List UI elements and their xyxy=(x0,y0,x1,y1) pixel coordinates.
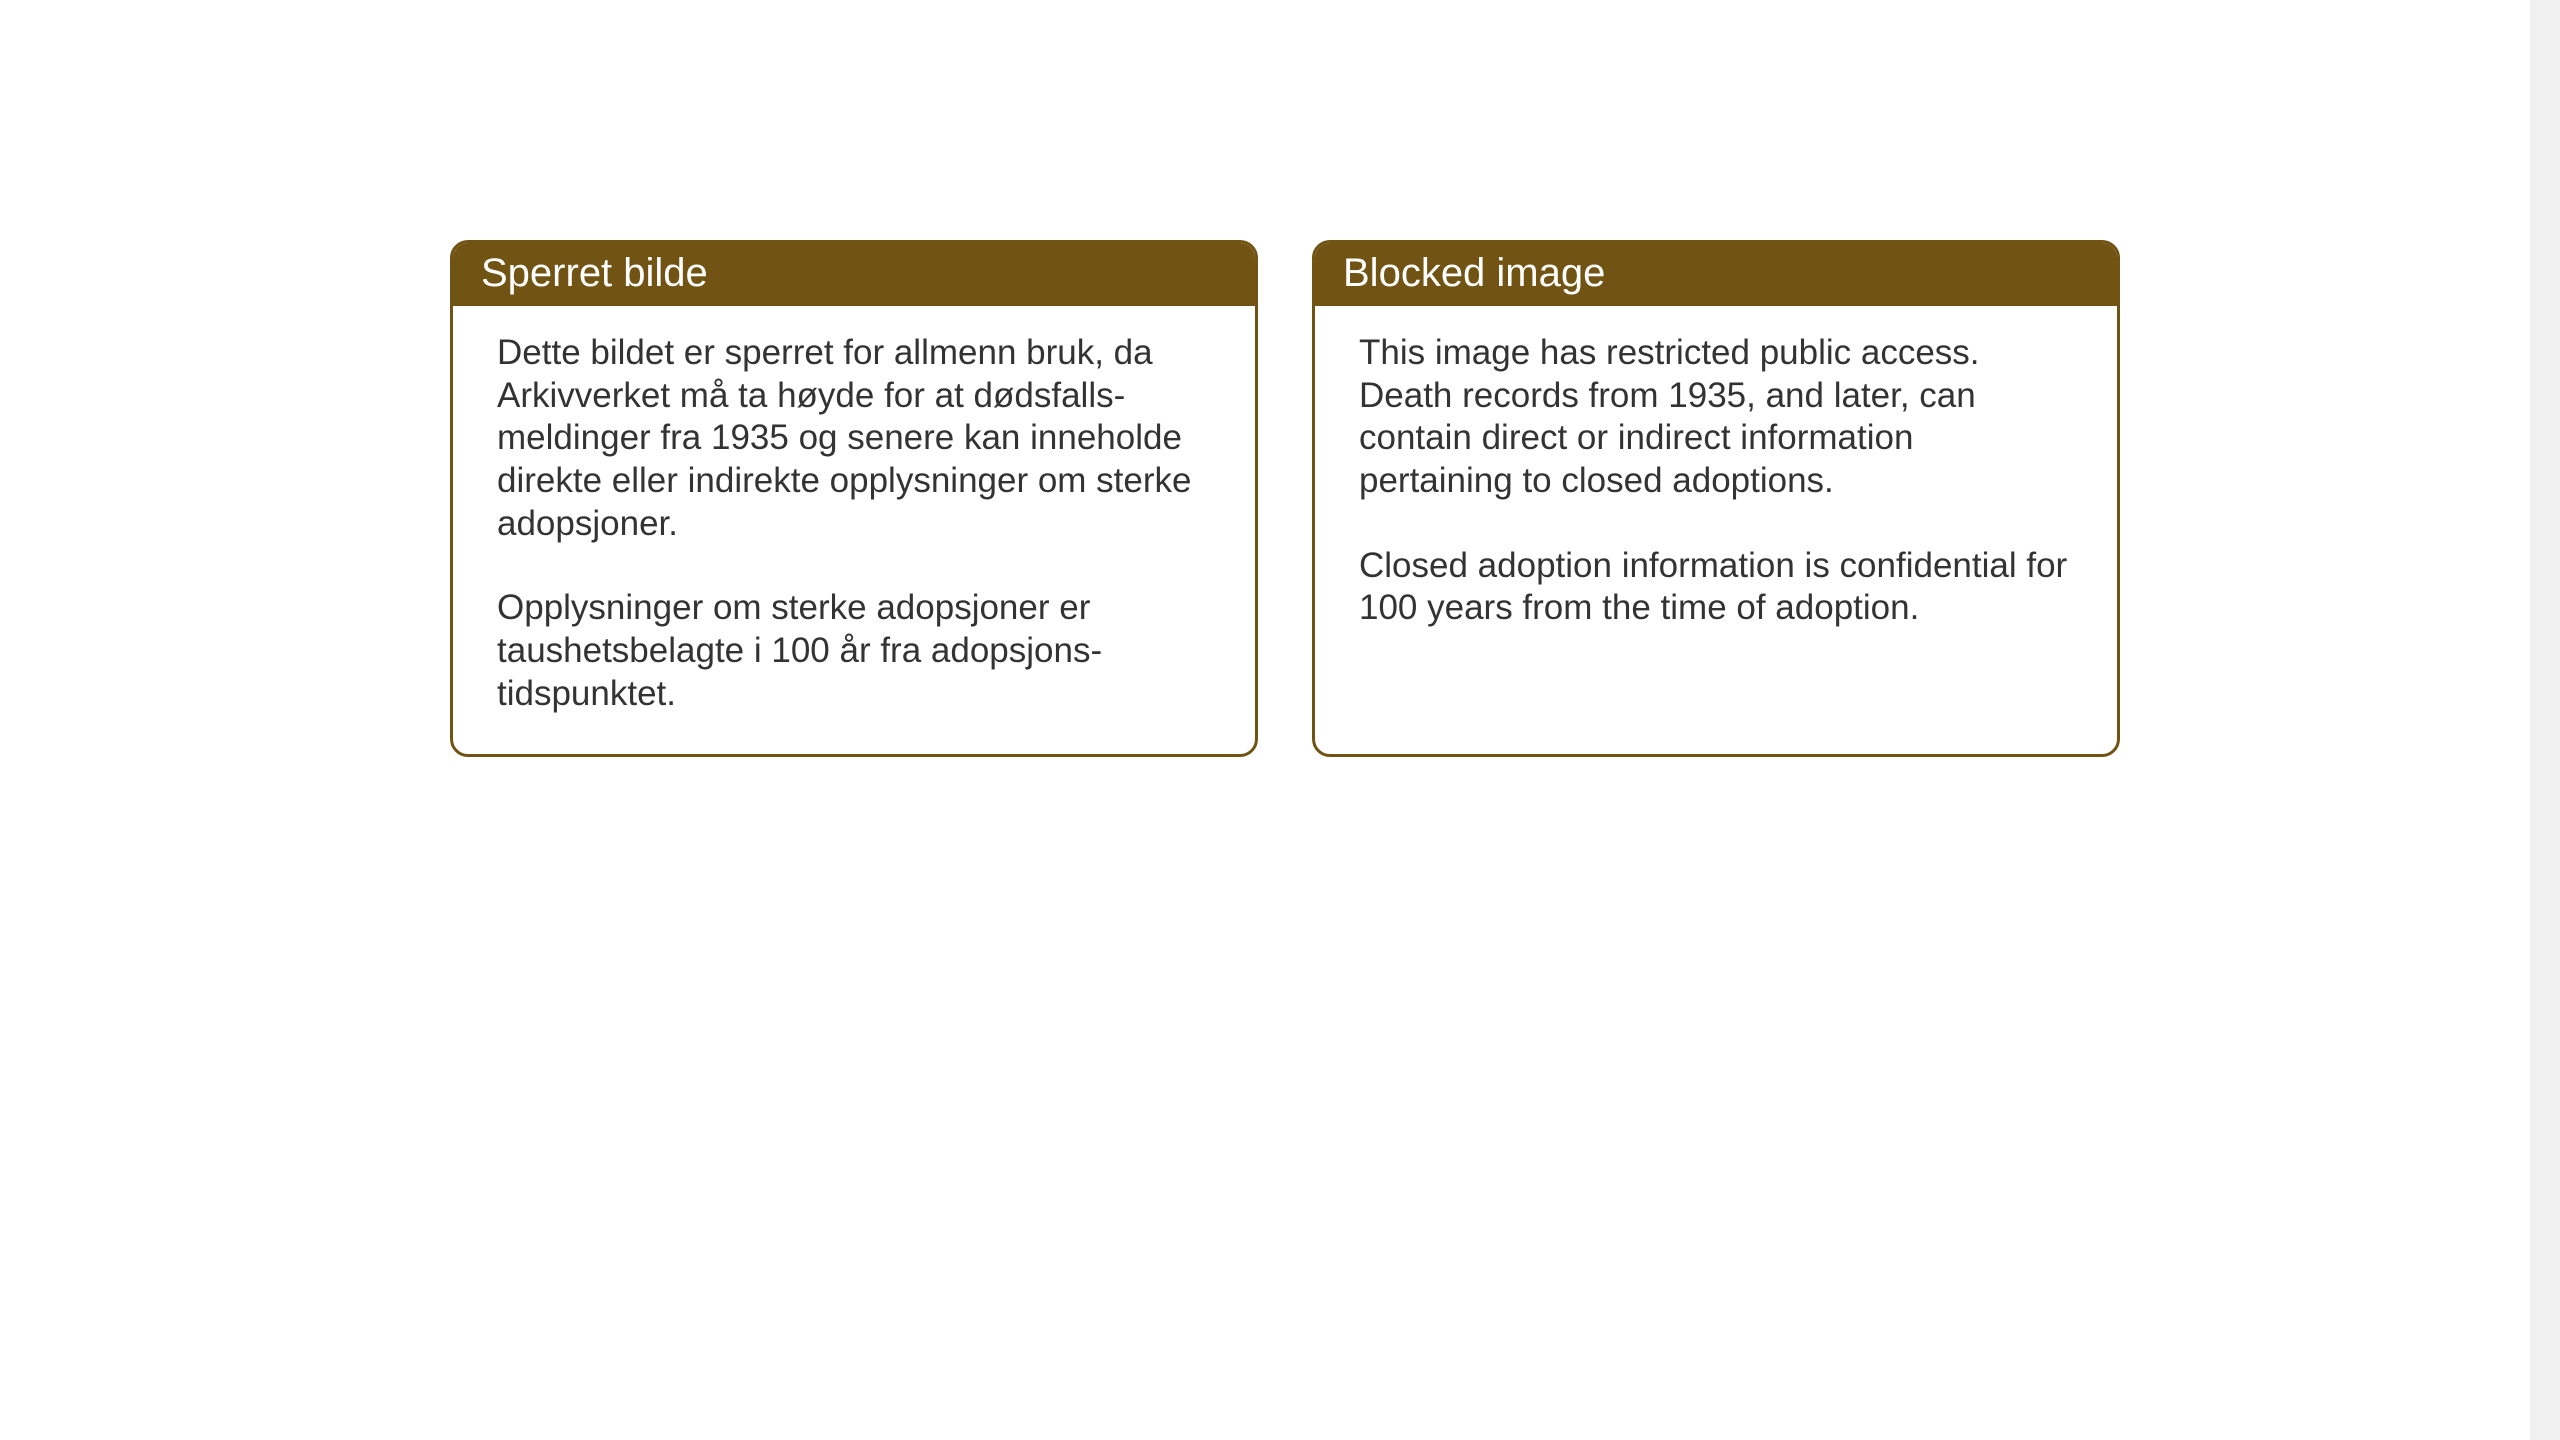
info-box-header-no: Sperret bilde xyxy=(453,243,1255,306)
scrollbar-track[interactable] xyxy=(2530,0,2560,1440)
info-paragraph-1-no: Dette bildet er sperret for allmenn bruk… xyxy=(497,332,1211,545)
info-box-title-no: Sperret bilde xyxy=(481,251,708,295)
info-boxes-container: Sperret bilde Dette bildet er sperret fo… xyxy=(0,0,2560,757)
info-box-english: Blocked image This image has restricted … xyxy=(1312,240,2120,757)
info-box-header-en: Blocked image xyxy=(1315,243,2117,306)
info-paragraph-2-no: Opplysninger om sterke adopsjoner er tau… xyxy=(497,587,1211,715)
info-box-norwegian: Sperret bilde Dette bildet er sperret fo… xyxy=(450,240,1258,757)
info-paragraph-1-en: This image has restricted public access.… xyxy=(1359,332,2073,503)
info-box-title-en: Blocked image xyxy=(1343,251,1605,295)
info-box-body-no: Dette bildet er sperret for allmenn bruk… xyxy=(453,306,1255,754)
info-paragraph-2-en: Closed adoption information is confident… xyxy=(1359,545,2073,630)
info-box-body-en: This image has restricted public access.… xyxy=(1315,306,2117,668)
